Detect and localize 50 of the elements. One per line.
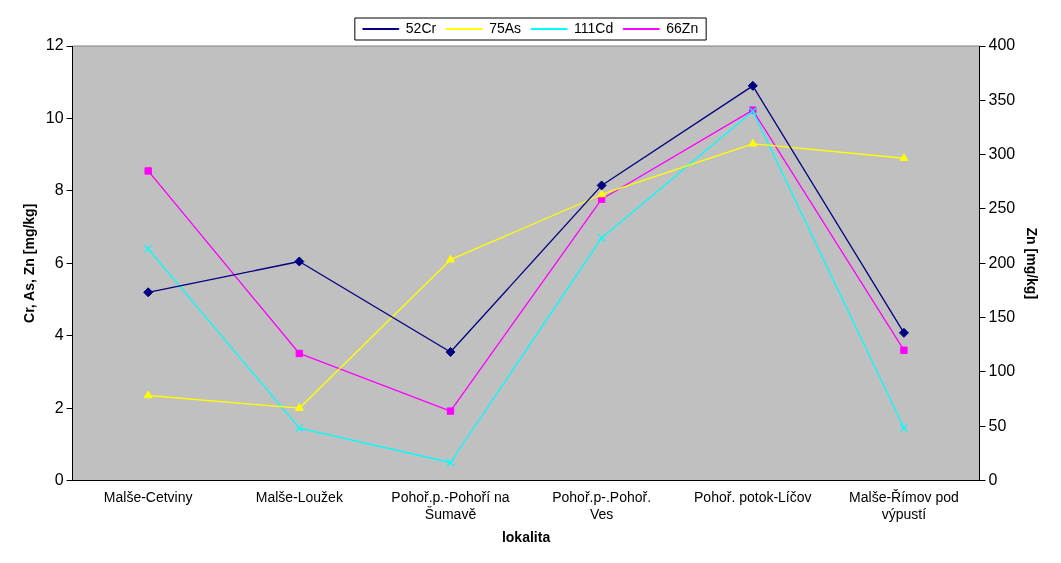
y-tick-label: 10 [45,108,64,126]
y2-axis-title: Zn [mg/kg] [1023,227,1040,300]
y-tick-label: 0 [54,471,64,489]
x-tick-label: Malše-Cetviny [103,488,193,505]
point [143,244,153,253]
point [597,189,607,198]
y-tick-label: 12 [45,36,64,54]
point [446,407,455,415]
point [898,327,909,338]
point [295,349,304,358]
legend-label: 75As [489,19,522,36]
legend-label: 66Zn [666,19,699,36]
y2-tick-label: 400 [988,36,1016,54]
y-tick-label: 4 [54,326,64,344]
point [899,153,909,162]
point [446,458,455,467]
y2-tick-label: 250 [988,199,1016,217]
x-tick-label: Pohoř.p.-Pohoří na Šumavě [391,488,510,522]
y2-tick-label: 100 [988,362,1016,380]
y2-tick-label: 200 [988,253,1016,271]
point [446,254,455,263]
point [143,390,153,399]
x-tick-label: Malše-Římov pod výpustí [849,488,959,522]
x-tick-label: Malše-Loužek [255,488,344,505]
y-tick-label: 8 [54,181,64,199]
point [445,347,456,358]
y-tick-label: 6 [54,253,64,271]
y2-tick-label: 300 [988,145,1016,163]
y-axis-title: Cr, As, Zn [mg/kg] [21,203,38,323]
x-axis-title: lokalita [501,529,551,546]
point [294,256,305,267]
point [597,233,606,243]
point [748,138,758,147]
point [747,80,758,91]
point [294,403,304,411]
point [900,346,908,354]
legend-label: 52Cr [405,19,437,36]
point [295,423,304,433]
legend-label: 111Cd [574,19,614,36]
y2-tick-label: 0 [988,471,998,489]
y2-tick-label: 50 [988,416,1007,434]
y-tick-label: 2 [54,398,64,416]
x-tick-label: Pohoř.p-.Pohoř. Ves [552,488,652,522]
point [143,287,154,298]
y2-tick-label: 150 [988,308,1016,326]
y2-tick-label: 350 [988,90,1016,108]
point [144,167,152,175]
point [899,423,909,433]
x-tick-label: Pohoř. potok-Líčov [694,488,812,505]
point [596,180,607,191]
